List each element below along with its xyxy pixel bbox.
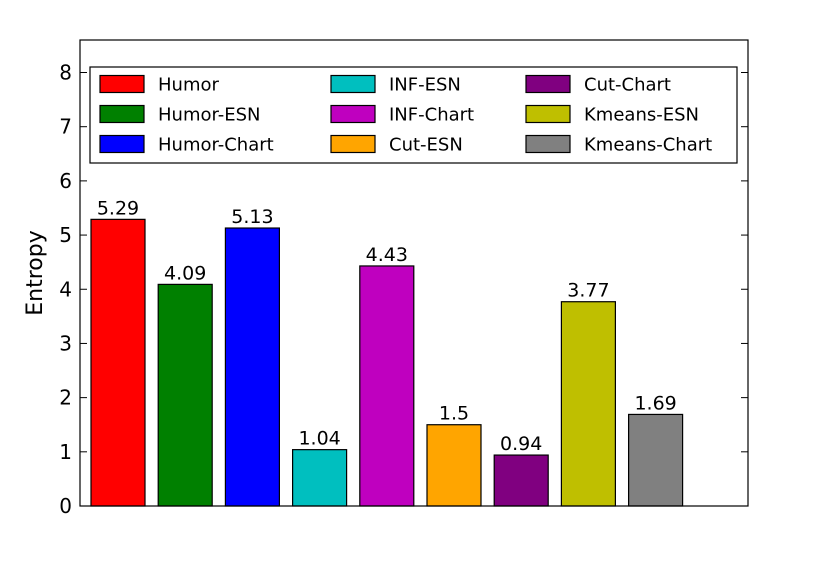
legend-label-humor-chart: Humor-Chart: [158, 135, 274, 156]
y-tick-label: 0: [59, 494, 72, 518]
legend-box: [89, 66, 738, 164]
bar-kmeans-esn: [560, 301, 617, 507]
legend-swatch-humor-esn: [99, 104, 145, 124]
y-tick-label: 1: [59, 440, 72, 464]
bar-humor-chart: [224, 227, 280, 507]
bar-kmeans-chart: [627, 413, 684, 507]
data-label-humor: 5.29: [97, 197, 139, 219]
legend-label-inf-chart: INF-Chart: [389, 105, 474, 126]
y-tick-label: 7: [59, 115, 72, 139]
y-tick-label: 6: [59, 169, 72, 193]
data-label-inf-chart: 4.43: [366, 244, 408, 266]
legend-swatch-inf-esn: [330, 74, 376, 94]
legend-label-humor: Humor: [158, 75, 219, 96]
data-label-cut-esn: 1.5: [439, 403, 469, 425]
legend-swatch-kmeans-esn: [525, 104, 571, 124]
data-label-inf-esn: 1.04: [298, 428, 340, 450]
bar-humor-esn: [157, 283, 213, 507]
data-labels-layer: 5.29 4.09 5.13 1.04 4.43 1.5 0.94 3.77 1.69: [97, 197, 677, 455]
legend-label-humor-esn: Humor-ESN: [158, 105, 261, 126]
data-label-kmeans-chart: 1.69: [634, 392, 676, 414]
legend-swatch-kmeans-chart: [525, 134, 571, 154]
plot-frame: [79, 39, 749, 507]
legend-label-kmeans-chart: Kmeans-Chart: [584, 135, 712, 156]
y-axis-label: Entropy: [23, 230, 48, 315]
bars-layer: [90, 218, 684, 507]
data-label-humor-esn: 4.09: [164, 262, 206, 284]
legend-swatch-humor-chart: [99, 134, 145, 154]
y-tick-label: 5: [59, 223, 72, 247]
y-tick-label: 3: [59, 331, 72, 355]
legend-label-inf-esn: INF-ESN: [389, 75, 461, 96]
legend: Humor Humor-ESN Humor-Chart INF-ESN INF-Char…: [89, 66, 738, 164]
legend-label-cut-chart: Cut-Chart: [584, 75, 671, 96]
legend-swatch-inf-chart: [330, 104, 376, 124]
legend-label-cut-esn: Cut-ESN: [389, 135, 463, 156]
data-label-humor-chart: 5.13: [231, 206, 273, 228]
legend-swatch-humor: [99, 74, 145, 94]
data-label-cut-chart: 0.94: [500, 433, 542, 455]
y-axis-ticks: 0 1 2 3 4 5 6 7 8: [59, 61, 748, 518]
y-tick-label: 2: [59, 386, 72, 410]
data-label-kmeans-esn: 3.77: [567, 280, 609, 302]
bar-inf-chart: [359, 265, 415, 507]
legend-label-kmeans-esn: Kmeans-ESN: [584, 105, 699, 126]
bar-cut-esn: [426, 424, 482, 507]
bar-cut-chart: [493, 454, 549, 507]
y-tick-label: 4: [59, 277, 72, 301]
legend-swatch-cut-esn: [330, 134, 376, 154]
legend-swatch-cut-chart: [525, 74, 571, 94]
bar-inf-esn: [292, 449, 348, 507]
bar-humor: [90, 218, 146, 507]
y-tick-label: 8: [59, 61, 72, 85]
